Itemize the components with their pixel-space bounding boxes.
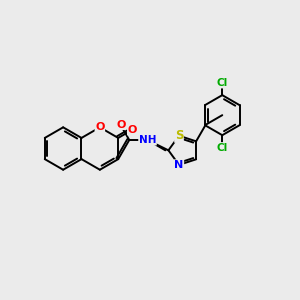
Text: O: O [128, 125, 137, 135]
Text: S: S [175, 129, 183, 142]
Text: O: O [95, 122, 104, 132]
Text: O: O [116, 119, 126, 130]
Text: NH: NH [139, 135, 156, 145]
Text: Cl: Cl [217, 78, 228, 88]
Text: N: N [174, 160, 184, 170]
Text: Cl: Cl [217, 143, 228, 153]
